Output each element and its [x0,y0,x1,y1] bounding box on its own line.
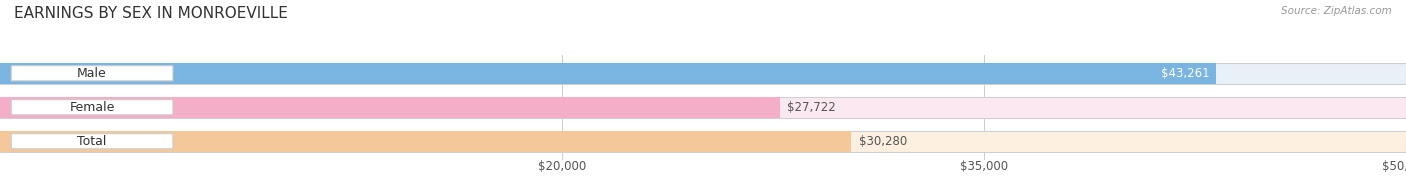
Bar [0,63,1406,84]
Text: $50,000: $50,000 [1382,160,1406,173]
Text: $20,000: $20,000 [538,160,586,173]
Bar [0,131,852,152]
Text: Source: ZipAtlas.com: Source: ZipAtlas.com [1281,6,1392,16]
Text: $30,280: $30,280 [859,135,907,148]
Bar [0,97,779,118]
Text: $35,000: $35,000 [960,160,1008,173]
Text: Female: Female [69,101,115,114]
Bar [0,97,1406,118]
Text: Total: Total [77,135,107,148]
Text: $27,722: $27,722 [786,101,835,114]
Text: $43,261: $43,261 [1161,67,1209,80]
Text: EARNINGS BY SEX IN MONROEVILLE: EARNINGS BY SEX IN MONROEVILLE [14,6,288,21]
FancyBboxPatch shape [11,100,173,115]
Text: Male: Male [77,67,107,80]
FancyBboxPatch shape [11,134,173,149]
Bar [0,131,1406,152]
FancyBboxPatch shape [11,66,173,81]
Bar [0,63,1216,84]
